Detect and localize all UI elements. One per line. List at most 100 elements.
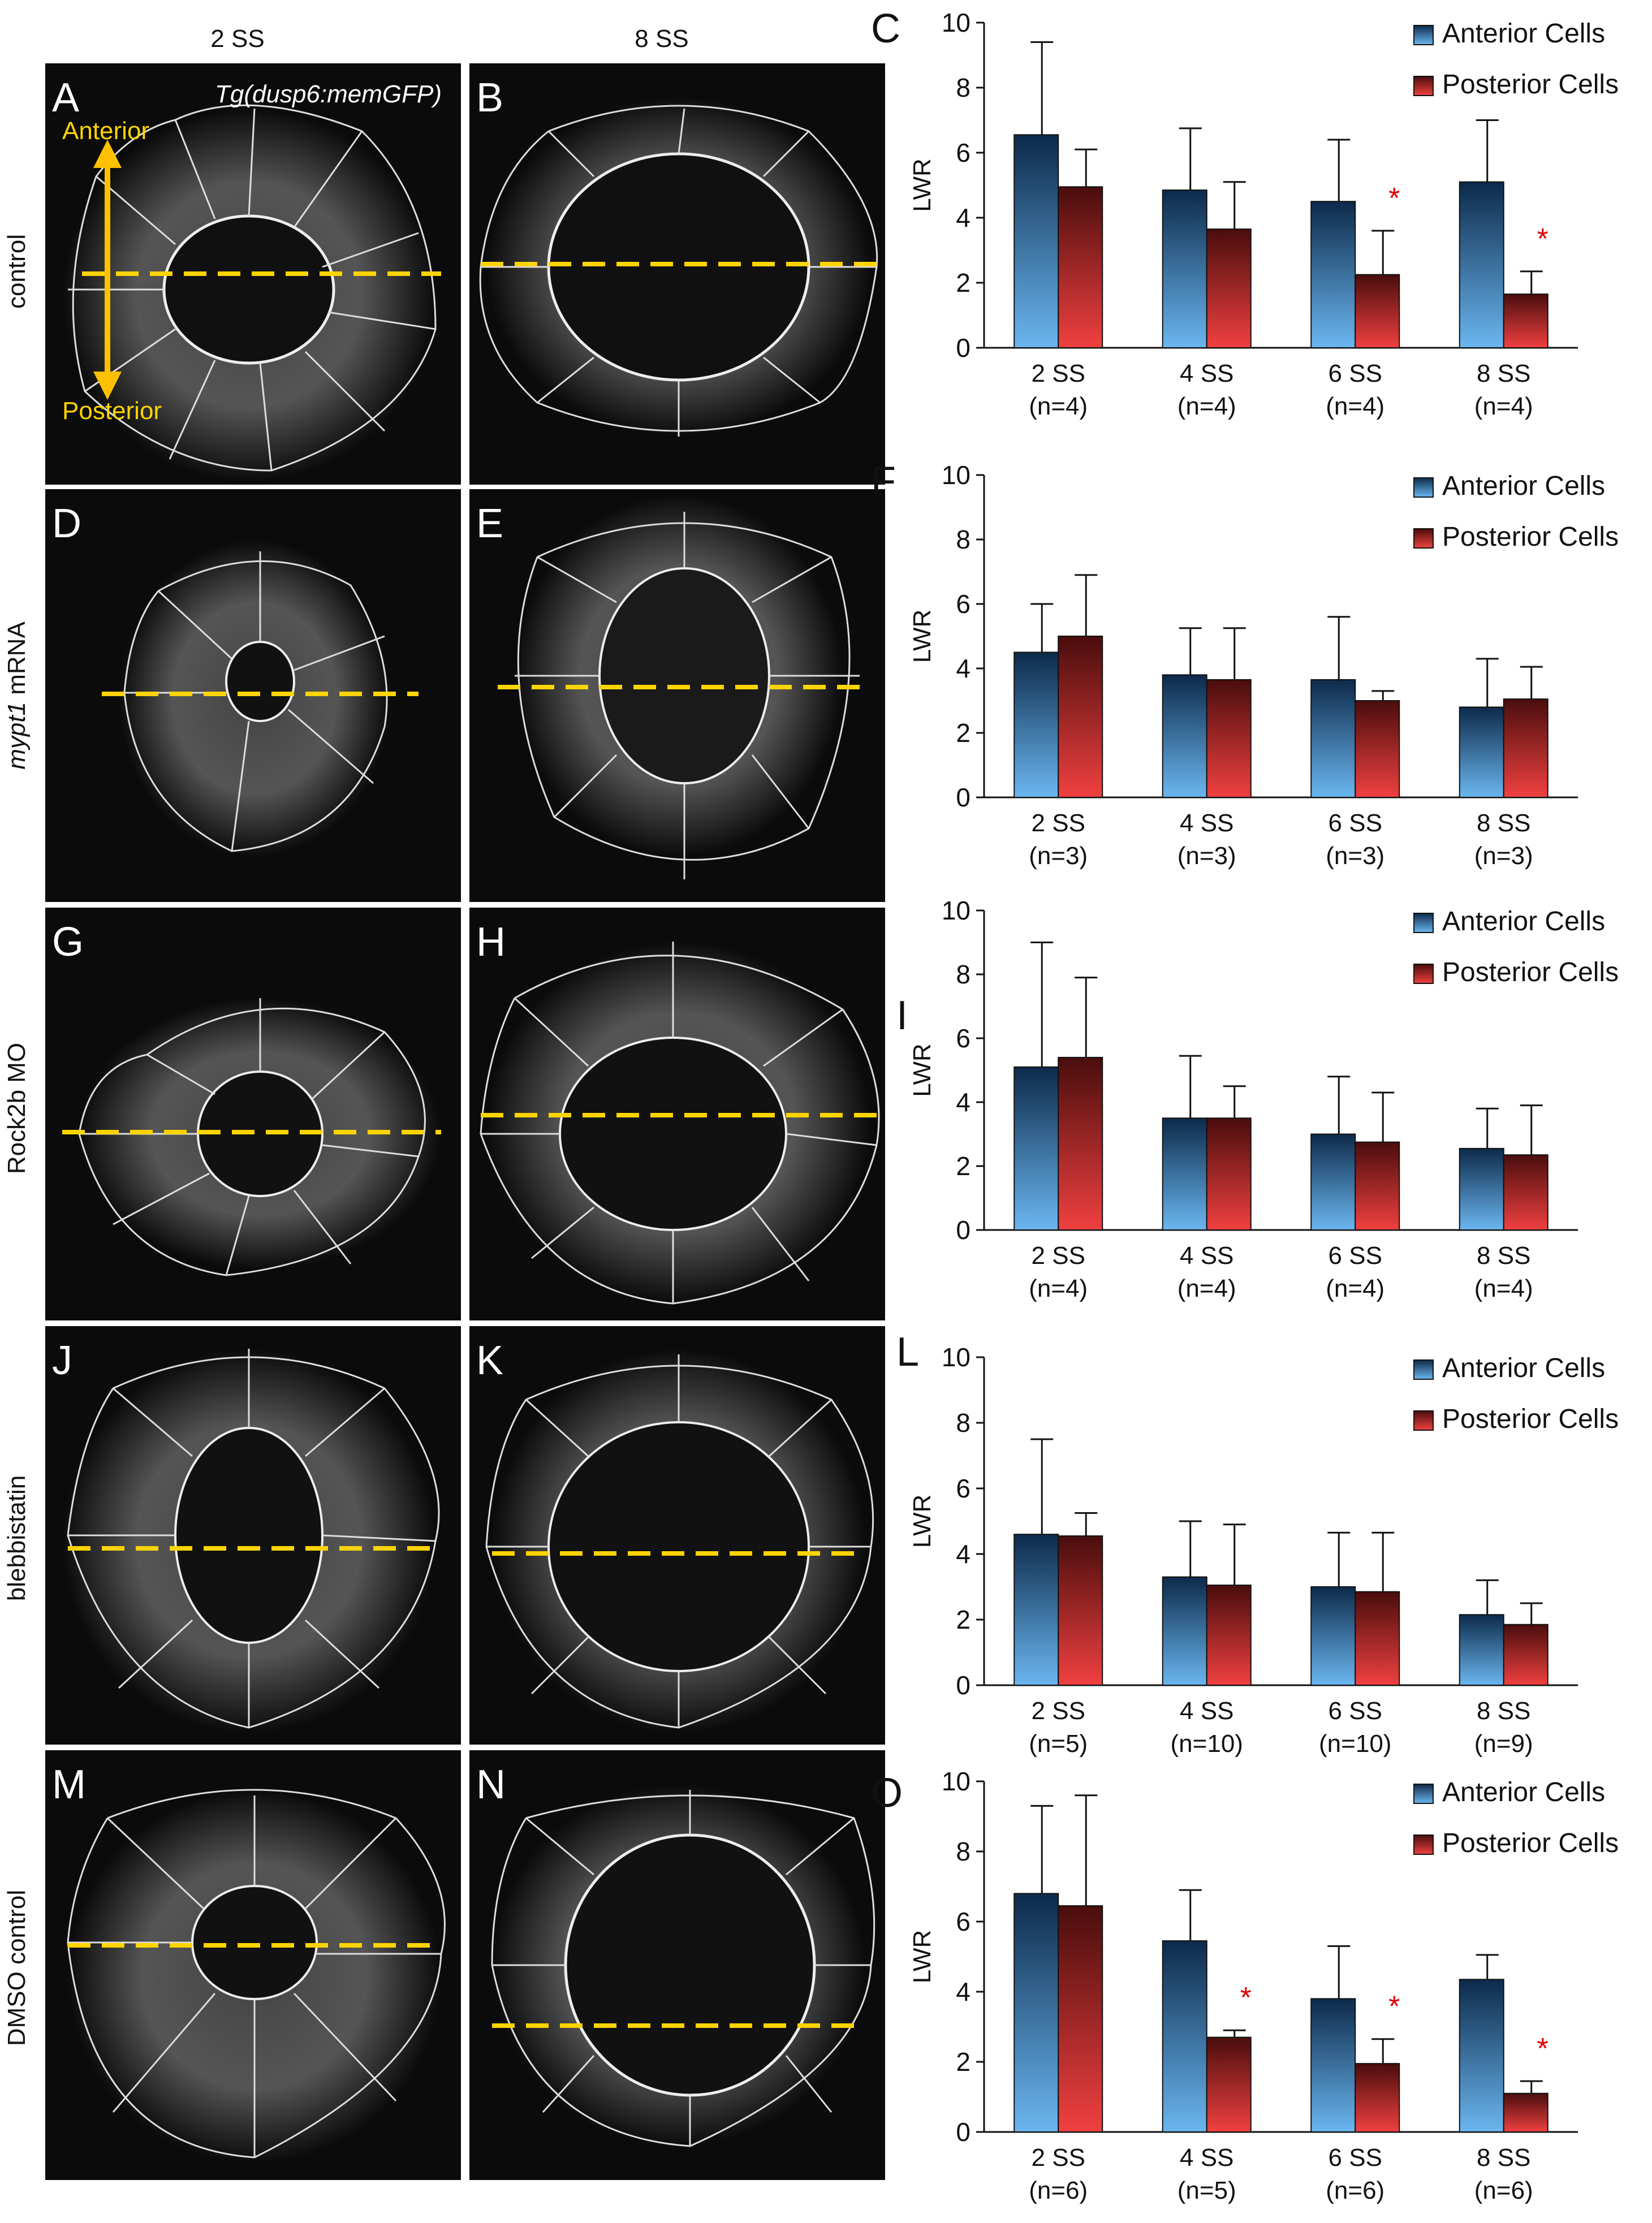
- n-label: (n=3): [1029, 842, 1088, 870]
- x-tick-label: 8 SS: [1477, 360, 1530, 387]
- bar-anterior: [1013, 1534, 1059, 1686]
- y-tick-label: 8: [956, 1837, 971, 1866]
- micrograph-M: M: [45, 1750, 461, 2180]
- y-tick-label: 10: [942, 8, 971, 37]
- legend-label-posterior: Posterior Cells: [1442, 70, 1619, 100]
- legend-label-anterior: Anterior Cells: [1442, 907, 1605, 936]
- bar-posterior: [1058, 1056, 1103, 1231]
- bar-posterior: [1206, 228, 1252, 348]
- column-label-2ss: 2 SS: [210, 25, 265, 53]
- x-tick-label: 6 SS: [1328, 809, 1382, 837]
- x-tick-label: 2 SS: [1032, 360, 1085, 387]
- x-tick-label: 4 SS: [1180, 1697, 1233, 1725]
- n-label: (n=4): [1474, 1275, 1533, 1302]
- bar-chart-O: 0 2 4 6 8 10 LWR 2 SS (n=6) * 4 SS (n=5) * 6 SS (n=6) *…: [908, 1767, 1619, 2204]
- bar-chart-F: 0 2 4 6 8 10 LWR 2 SS (n=3) 4 SS (n=3) 6 SS (n=3) 8 S…: [908, 460, 1619, 870]
- n-label: (n=10): [1171, 1730, 1243, 1758]
- bar-anterior: [1162, 189, 1207, 348]
- panel-label-L: L: [896, 1330, 920, 1375]
- row-label-mypt1: mypt1 mRNA: [3, 621, 31, 770]
- bar-anterior: [1459, 706, 1504, 798]
- micrograph-J: J: [45, 1326, 461, 1745]
- panel-label-E: E: [476, 501, 504, 546]
- y-tick-label: 2: [956, 268, 971, 297]
- legend-label-anterior: Anterior Cells: [1442, 19, 1605, 49]
- bar-posterior: [1355, 1141, 1400, 1231]
- bar-posterior: [1206, 1117, 1252, 1231]
- y-tick-label: 8: [956, 73, 971, 102]
- n-label: (n=5): [1029, 1730, 1088, 1758]
- bar-anterior: [1459, 1614, 1504, 1686]
- panel-label-B: B: [476, 75, 504, 120]
- n-label: (n=4): [1029, 1275, 1088, 1302]
- y-tick-label: 6: [956, 1907, 971, 1936]
- panel-label-D: D: [52, 501, 81, 546]
- bar-anterior: [1310, 201, 1356, 348]
- x-tick-label: 4 SS: [1180, 1242, 1233, 1270]
- legend-swatch-posterior: [1413, 528, 1434, 549]
- row-label-rock2b: Rock2b MO: [3, 1042, 31, 1175]
- n-label: (n=4): [1177, 392, 1236, 420]
- panel-label-M: M: [52, 1762, 86, 1807]
- legend-label-anterior: Anterior Cells: [1442, 1353, 1605, 1383]
- legend-swatch-anterior: [1413, 477, 1434, 498]
- y-tick-label: 0: [956, 2117, 971, 2147]
- y-tick-label: 8: [956, 960, 971, 989]
- y-axis-label: LWR: [908, 610, 936, 663]
- n-label: (n=3): [1326, 842, 1384, 870]
- n-label: (n=6): [1326, 2177, 1384, 2204]
- y-tick-label: 10: [942, 460, 971, 490]
- legend-swatch-posterior: [1413, 964, 1434, 984]
- bar-posterior: [1206, 2036, 1252, 2133]
- n-label: (n=4): [1177, 1275, 1236, 1302]
- legend-swatch-anterior: [1413, 913, 1434, 933]
- n-label: (n=6): [1029, 2177, 1088, 2204]
- bar-anterior: [1013, 1066, 1059, 1231]
- n-label: (n=5): [1177, 2177, 1236, 2204]
- row-label-control: control: [3, 234, 31, 309]
- y-tick-label: 6: [956, 138, 971, 167]
- y-axis-label: LWR: [908, 158, 936, 212]
- n-label: (n=4): [1326, 392, 1384, 420]
- bar-posterior: [1503, 2092, 1549, 2133]
- y-tick-label: 0: [956, 1671, 971, 1700]
- y-tick-label: 4: [956, 654, 971, 683]
- n-label: (n=4): [1474, 392, 1533, 420]
- rosette-image: [498, 495, 860, 879]
- panel-label-C: C: [871, 6, 900, 51]
- y-tick-label: 0: [956, 1215, 971, 1245]
- y-tick-label: 10: [942, 1767, 971, 1796]
- panel-label-G: G: [52, 920, 84, 965]
- bar-posterior: [1503, 1154, 1549, 1231]
- legend-label-posterior: Posterior Cells: [1442, 1828, 1619, 1858]
- y-tick-label: 4: [956, 1977, 971, 2006]
- bar-anterior: [1310, 1133, 1356, 1231]
- bar-anterior: [1162, 1940, 1207, 2133]
- panel-label-F: F: [871, 459, 896, 504]
- posterior-label: Posterior: [62, 397, 162, 425]
- legend-label-posterior: Posterior Cells: [1442, 1404, 1619, 1434]
- panel-label-A: A: [52, 75, 80, 120]
- rosette-image: [62, 1349, 440, 1733]
- y-tick-label: 2: [956, 718, 971, 748]
- bar-posterior: [1503, 293, 1549, 348]
- panel-label-K: K: [476, 1338, 504, 1383]
- bar-chart-C: 0 2 4 6 8 10 LWR 2 SS (n=4) 4 SS (n=4) * 6 SS (n=4) * 8…: [908, 8, 1619, 420]
- y-tick-label: 0: [956, 783, 971, 812]
- bar-anterior: [1310, 1998, 1356, 2133]
- legend-label-posterior: Posterior Cells: [1442, 522, 1619, 552]
- micrograph-G: G: [45, 908, 461, 1320]
- y-tick-label: 8: [956, 1408, 971, 1438]
- x-tick-label: 2 SS: [1032, 1697, 1085, 1725]
- n-label: (n=10): [1319, 1730, 1391, 1758]
- bar-anterior: [1162, 1117, 1207, 1231]
- y-tick-label: 10: [942, 1343, 971, 1372]
- x-tick-label: 4 SS: [1180, 360, 1233, 387]
- panel-label-I: I: [896, 993, 908, 1038]
- bar-posterior: [1355, 700, 1400, 798]
- rosette-image: [62, 998, 441, 1276]
- micrograph-E: E: [469, 489, 885, 902]
- micrograph-K: K: [469, 1326, 885, 1745]
- x-tick-label: 2 SS: [1032, 809, 1085, 837]
- rosette-image: [67, 1789, 446, 2163]
